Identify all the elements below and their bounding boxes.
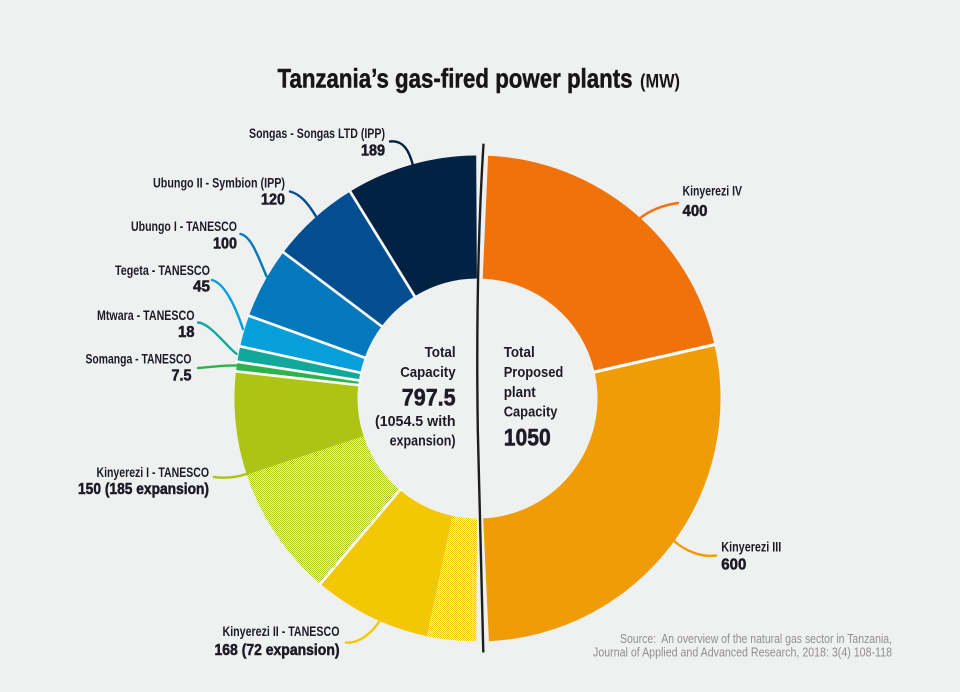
svg-text:100: 100 (213, 236, 237, 253)
svg-text:120: 120 (261, 192, 285, 209)
svg-text:Kinyerezi IV: Kinyerezi IV (683, 184, 743, 199)
svg-text:400: 400 (683, 203, 708, 220)
svg-text:Kinyerezi I - TANESCO: Kinyerezi I - TANESCO (97, 465, 210, 480)
svg-text:1050: 1050 (504, 425, 551, 452)
svg-text:Tanzania’s gas-fired power pla: Tanzania’s gas-fired power plants (278, 64, 633, 94)
svg-text:Total: Total (504, 344, 535, 361)
svg-text:Songas - Songas LTD (IPP): Songas - Songas LTD (IPP) (249, 126, 385, 141)
svg-text:expansion): expansion) (390, 433, 456, 450)
svg-text:Kinyerezi III: Kinyerezi III (721, 540, 781, 555)
svg-text:(1054.5 with: (1054.5 with (375, 413, 456, 430)
svg-text:plant: plant (504, 384, 536, 401)
svg-text:600: 600 (721, 557, 746, 574)
svg-text:168 (72 expansion): 168 (72 expansion) (215, 642, 340, 659)
svg-text:18: 18 (178, 324, 195, 341)
svg-text:Somanga - TANESCO: Somanga - TANESCO (86, 352, 192, 367)
svg-text:Source: An overview of the na: Source: An overview of the natural gas s… (620, 632, 892, 646)
svg-text:Mtwara - TANESCO: Mtwara - TANESCO (97, 308, 195, 323)
svg-text:Journal of Applied and Advance: Journal of Applied and Advanced Research… (593, 645, 892, 659)
svg-text:Proposed: Proposed (504, 364, 564, 381)
svg-text:Ubungo II - Symbion (IPP): Ubungo II - Symbion (IPP) (153, 176, 285, 191)
svg-text:Tegeta - TANESCO: Tegeta - TANESCO (115, 263, 210, 278)
svg-text:Capacity: Capacity (400, 364, 456, 381)
svg-text:45: 45 (193, 279, 210, 296)
svg-text:150 (185 expansion): 150 (185 expansion) (78, 481, 209, 498)
svg-text:797.5: 797.5 (402, 385, 456, 412)
svg-text:189: 189 (361, 143, 385, 160)
svg-text:Kinyerezi II - TANESCO: Kinyerezi II - TANESCO (223, 624, 340, 639)
svg-text:7.5: 7.5 (172, 368, 192, 385)
svg-text:(MW): (MW) (640, 72, 680, 93)
svg-text:Ubungo I - TANESCO: Ubungo I - TANESCO (131, 219, 237, 234)
svg-text:Total: Total (425, 344, 456, 361)
svg-text:Capacity: Capacity (504, 404, 558, 421)
